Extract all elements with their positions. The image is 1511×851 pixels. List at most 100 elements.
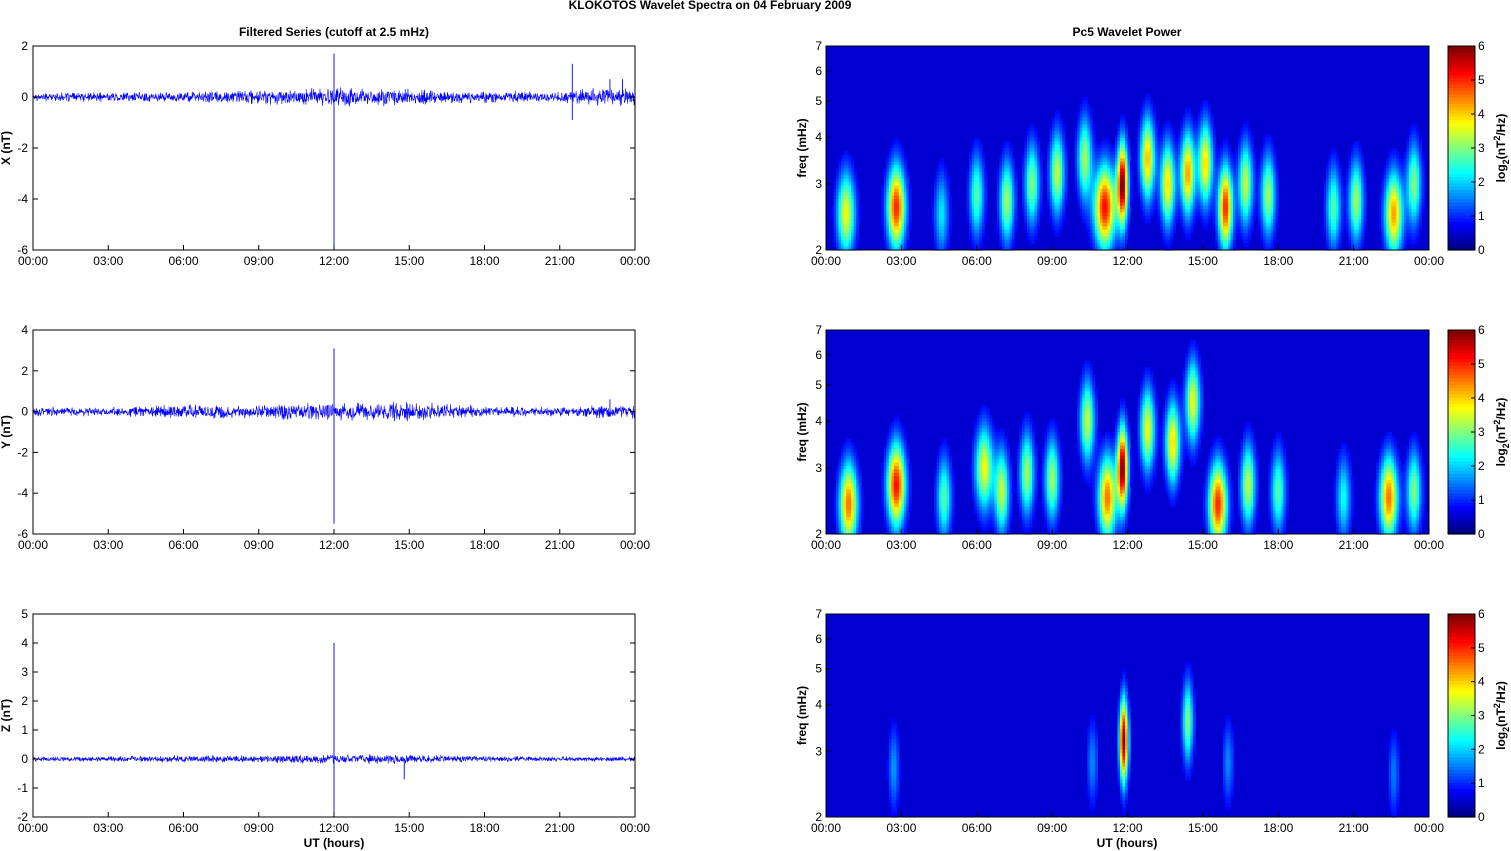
power-cell — [1243, 151, 1247, 156]
power-cell — [1207, 151, 1212, 156]
power-cell — [1027, 151, 1031, 156]
power-cell — [1114, 171, 1119, 176]
power-cell — [941, 192, 945, 197]
power-cell — [1114, 199, 1119, 203]
power-cell — [1403, 171, 1407, 176]
power-cell — [1388, 168, 1392, 173]
power-cell — [1220, 161, 1224, 166]
power-cell — [1092, 148, 1096, 152]
power-cell — [1238, 192, 1242, 197]
power-cell — [1260, 161, 1264, 166]
power-cell — [1328, 188, 1332, 193]
power-cell — [1351, 205, 1355, 210]
power-cell — [1358, 158, 1362, 163]
power-cell — [1205, 148, 1209, 152]
power-cell — [1087, 199, 1091, 203]
power-cell — [1039, 205, 1043, 210]
power-cell — [1361, 219, 1365, 224]
power-cell — [901, 219, 905, 224]
power-cell — [1210, 161, 1214, 166]
power-cell — [1155, 192, 1159, 197]
power-cell — [1210, 148, 1214, 152]
power-cell — [1391, 205, 1395, 210]
power-cell — [901, 182, 905, 186]
power-cell — [903, 182, 907, 186]
power-cell — [1187, 222, 1191, 227]
power-cell — [906, 178, 910, 183]
power-cell — [1160, 165, 1164, 169]
power-cell — [1358, 236, 1362, 241]
power-cell — [1205, 222, 1209, 227]
power-cell — [1119, 209, 1124, 214]
power-cell — [1167, 222, 1171, 227]
power-cell — [1089, 158, 1093, 163]
power-cell — [1037, 144, 1041, 149]
power-cell — [1225, 246, 1229, 251]
power-cell — [1137, 120, 1141, 125]
power-cell — [981, 199, 985, 203]
power-cell — [1087, 178, 1091, 183]
power-cell — [1235, 209, 1239, 214]
power-cell — [1250, 168, 1254, 173]
power-cell — [1152, 144, 1156, 149]
power-cell — [1243, 199, 1247, 203]
power-cell — [1195, 171, 1199, 176]
power-cell — [1097, 202, 1101, 207]
power-cell — [1114, 243, 1119, 248]
power-cell — [893, 158, 897, 163]
power-cell — [1049, 192, 1053, 197]
power-cell — [893, 188, 897, 193]
power-cell — [843, 205, 847, 210]
power-cell — [1107, 219, 1111, 224]
power-cell — [1089, 134, 1093, 139]
power-cell — [1122, 243, 1126, 248]
power-cell — [1092, 127, 1096, 132]
power-cell — [1343, 185, 1347, 190]
power-cell — [1217, 188, 1222, 193]
power-cell — [1265, 212, 1269, 217]
power-cell — [981, 212, 985, 217]
power-cell — [1157, 185, 1161, 190]
power-cell — [1222, 239, 1227, 244]
power-cell — [1062, 178, 1066, 183]
power-cell — [1205, 178, 1209, 183]
power-cell — [896, 148, 900, 152]
power-cell — [1333, 216, 1337, 220]
power-cell — [1363, 182, 1367, 186]
power-cell — [976, 243, 980, 248]
power-cell — [1054, 158, 1058, 163]
power-cell — [1250, 175, 1254, 180]
power-cell — [1275, 199, 1279, 203]
power-cell — [1212, 171, 1217, 176]
power-cell — [1140, 117, 1144, 122]
power-cell — [1207, 165, 1212, 169]
power-cell — [1119, 124, 1124, 129]
power-cell — [1361, 168, 1365, 173]
power-cell — [1270, 236, 1274, 241]
power-cell — [1388, 212, 1392, 217]
power-cell — [946, 236, 950, 241]
power-cell — [898, 182, 902, 186]
power-cell — [1408, 168, 1413, 173]
power-cell — [1182, 209, 1186, 214]
power-cell — [1119, 151, 1124, 156]
power-cell — [1049, 219, 1053, 224]
power-cell — [1059, 216, 1063, 220]
power-cell — [1032, 226, 1036, 231]
power-cell — [856, 209, 860, 214]
power-cell — [1150, 137, 1154, 142]
power-cell — [1122, 158, 1126, 163]
power-cell — [1275, 219, 1279, 224]
power-cell — [1054, 212, 1058, 217]
power-cell — [969, 195, 973, 200]
power-cell — [939, 158, 943, 163]
power-cell — [1258, 168, 1262, 173]
power-cell — [1185, 236, 1189, 241]
power-cell — [1084, 148, 1088, 152]
power-cell — [1029, 195, 1033, 200]
power-cell — [1172, 141, 1176, 146]
power-cell — [1331, 199, 1335, 203]
power-cell — [1109, 165, 1114, 169]
power-cell — [1215, 243, 1219, 248]
power-cell — [1353, 192, 1357, 197]
